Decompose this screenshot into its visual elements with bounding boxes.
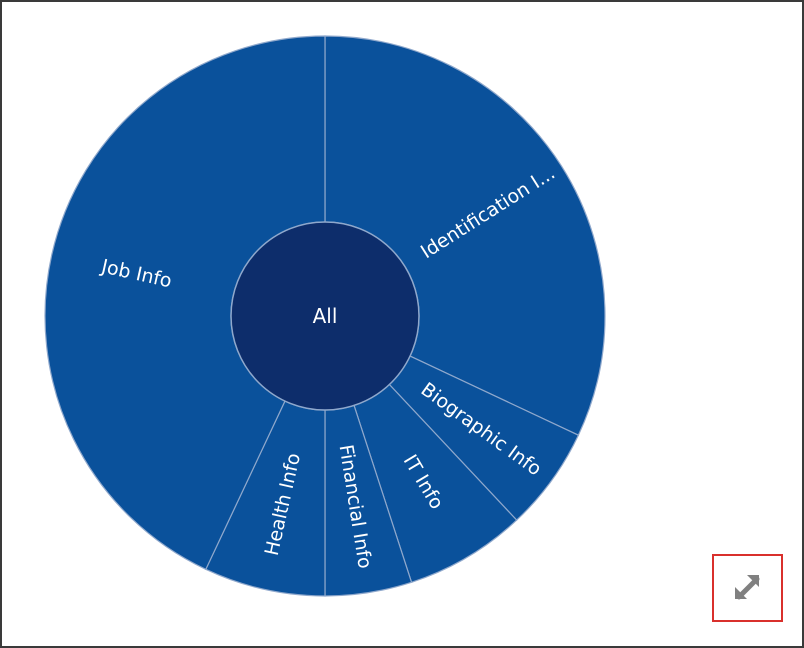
expand-diagonal-icon [734,575,759,600]
expand-button[interactable] [712,554,783,622]
center-label: All [313,304,338,328]
center-node[interactable] [230,221,420,411]
sunburst-segments [44,35,606,597]
